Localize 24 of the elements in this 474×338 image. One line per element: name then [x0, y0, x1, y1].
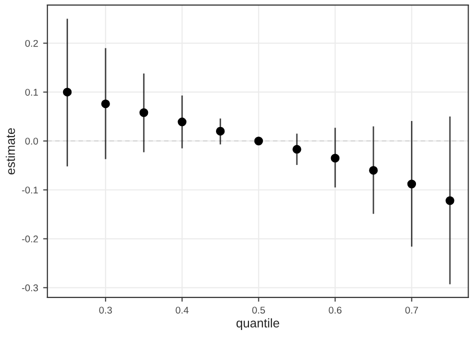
x-axis-title: quantile	[236, 318, 280, 330]
y-tick-label: -0.3	[22, 284, 38, 292]
point	[178, 118, 186, 126]
y-axis-title: estimate	[6, 128, 15, 174]
y-tick-label: 0.0	[25, 138, 38, 145]
point	[369, 166, 378, 175]
point	[101, 99, 110, 108]
y-tick-label: 0.1	[25, 88, 38, 96]
point	[216, 126, 225, 136]
point	[292, 144, 302, 154]
y-tick-label: -0.2	[22, 236, 38, 242]
y-tick-label: -0.1	[22, 186, 38, 194]
point	[330, 154, 340, 162]
point	[407, 180, 416, 188]
y-tick-label: 0.2	[25, 40, 38, 47]
x-tick-label: 0.7	[405, 306, 418, 314]
point	[62, 88, 72, 96]
point	[446, 196, 454, 206]
x-tick-label: 0.6	[328, 306, 342, 314]
x-tick-label: 0.4	[176, 306, 189, 314]
point	[254, 136, 263, 146]
x-tick-label: 0.5	[252, 306, 265, 314]
x-tick-label: 0.3	[99, 306, 112, 314]
point	[139, 108, 148, 117]
